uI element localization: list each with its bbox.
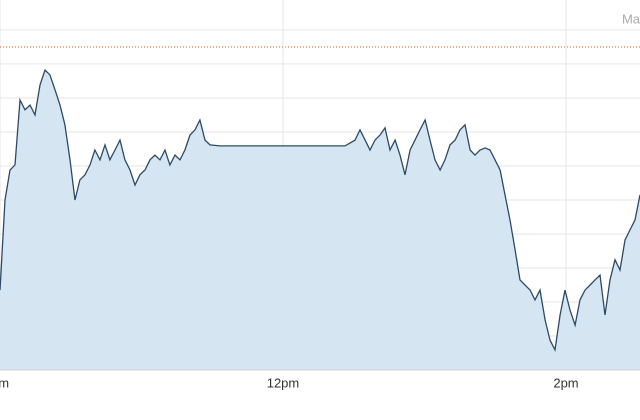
price-line <box>0 68 640 353</box>
x-tick-label: 2pm <box>553 375 578 390</box>
x-tick-label: 12pm <box>267 375 300 390</box>
chart-title: Ma <box>622 11 640 26</box>
area-fill <box>0 70 640 370</box>
x-tick-label: am <box>0 375 9 390</box>
